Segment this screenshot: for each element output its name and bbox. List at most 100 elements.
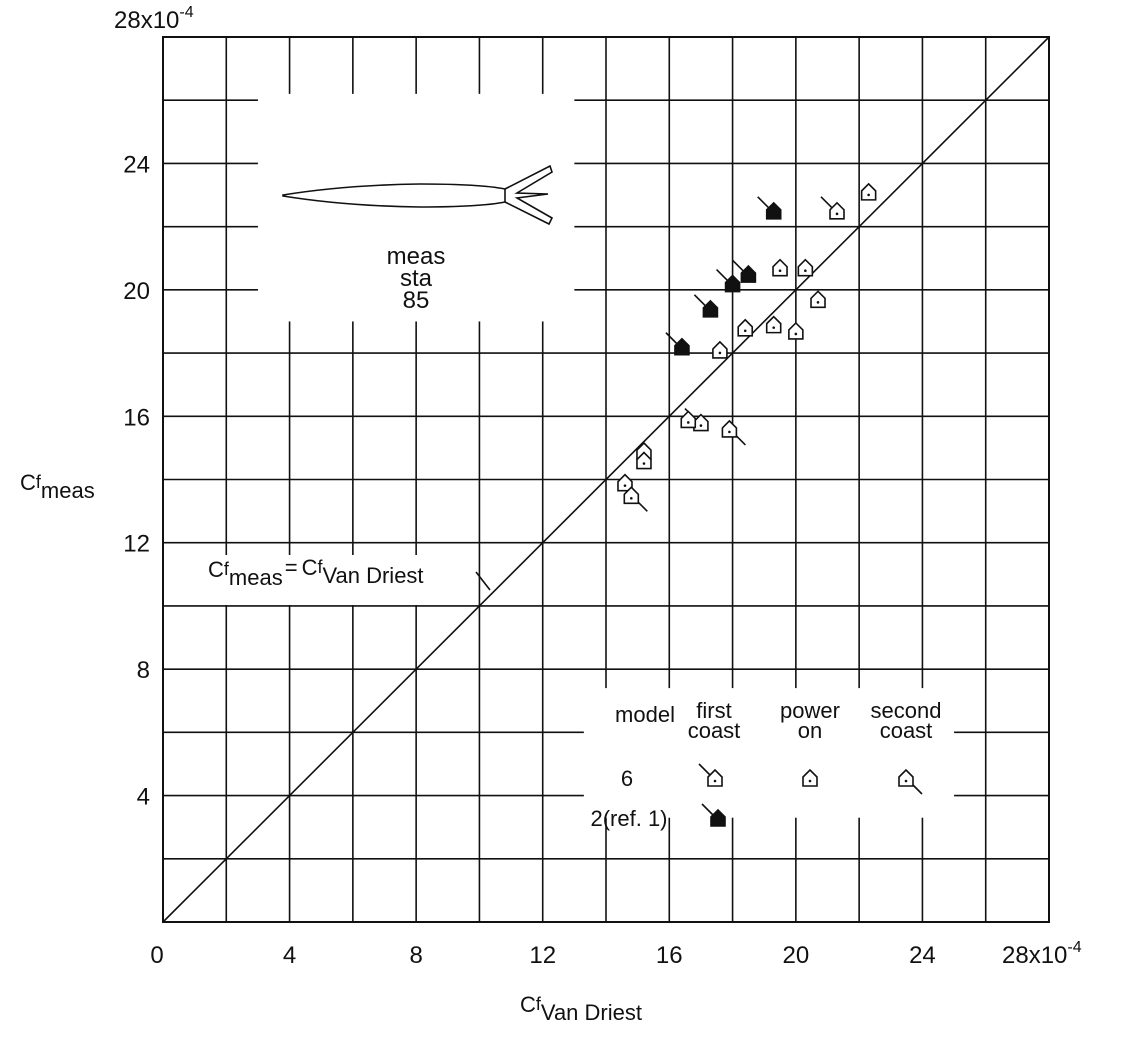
marker-shape xyxy=(860,182,877,201)
y-tick-label: 20 xyxy=(123,278,150,305)
marker-flag xyxy=(731,259,745,273)
x-tick-label: 4 xyxy=(283,942,296,969)
x-tick-label: 0 xyxy=(150,942,163,969)
marker-dot xyxy=(835,212,839,216)
marker-shape xyxy=(788,321,804,340)
marker-dot xyxy=(743,329,747,333)
marker-dot xyxy=(686,421,690,424)
marker-shape xyxy=(674,337,690,356)
y-tick-labels: 4 8 12 16 20 24 xyxy=(123,151,150,810)
data-point xyxy=(716,268,741,293)
legend-marker-6-power-on xyxy=(802,768,818,787)
inset-label-line: 85 xyxy=(403,287,430,314)
marker-dot xyxy=(642,462,646,465)
data-point xyxy=(737,318,754,337)
y-tick-label: 24 xyxy=(123,151,150,178)
data-point xyxy=(860,182,877,201)
marker-shape xyxy=(829,201,845,220)
marker-flag xyxy=(693,294,707,308)
data-point xyxy=(665,332,690,356)
marker-shape xyxy=(810,290,826,309)
x-scale-label: 28x10-4 xyxy=(1002,939,1082,969)
data-point xyxy=(680,410,697,429)
inset-label-line: meas xyxy=(387,243,446,270)
legend-header: first xyxy=(696,698,731,723)
marker-shape xyxy=(737,318,754,337)
marker-dot xyxy=(804,269,807,273)
marker-dot xyxy=(808,779,812,783)
reference-line-label-background xyxy=(204,555,470,605)
marker-shape xyxy=(740,264,757,283)
x-tick-label: 8 xyxy=(409,942,422,969)
data-point xyxy=(721,419,746,446)
marker-dot xyxy=(623,484,627,487)
marker-flag xyxy=(757,196,771,210)
data-point xyxy=(712,340,728,359)
marker-shape xyxy=(765,315,782,334)
marker-dot xyxy=(794,332,798,336)
y-scale-label: 28x10-4 xyxy=(114,4,194,34)
marker-shape xyxy=(772,258,788,277)
data-point xyxy=(765,315,782,334)
legend-header: model xyxy=(615,702,675,727)
legend-header: coast xyxy=(688,718,741,743)
marker-dot xyxy=(904,779,908,783)
data-point xyxy=(731,259,757,283)
legend-marker-2-first-coast xyxy=(701,803,726,827)
data-point xyxy=(810,290,826,309)
marker-shape xyxy=(724,274,741,293)
legend-marker-6-first-coast xyxy=(698,763,723,787)
marker-dot xyxy=(867,193,870,197)
legend: model firstcoastpoweronsecondcoast62(ref.… xyxy=(590,698,941,831)
marker-shape xyxy=(898,768,914,787)
marker-dot xyxy=(713,779,717,783)
marker-flag xyxy=(665,332,679,346)
reference-line xyxy=(162,36,1050,923)
x-axis-label: CfVan Driest xyxy=(520,992,642,1025)
marker-shape xyxy=(765,201,782,220)
x-tick-label: 12 xyxy=(529,942,556,969)
marker-dot xyxy=(816,301,820,304)
legend-row-label: 2(ref. 1) xyxy=(590,806,667,831)
legend-background xyxy=(583,688,955,818)
reference-line-leader xyxy=(475,571,491,591)
marker-flag xyxy=(701,803,715,817)
data-point xyxy=(693,294,719,318)
x-tick-labels: 0 4 8 12 16 20 24 xyxy=(150,942,935,969)
y-axis-label: Cfmeas xyxy=(20,470,95,503)
marker-shape xyxy=(710,808,726,827)
x-tick-label: 24 xyxy=(909,942,936,969)
marker-flag xyxy=(820,196,834,210)
x-tick-label: 20 xyxy=(783,942,810,969)
marker-flag xyxy=(716,268,730,283)
marker-shape xyxy=(707,768,723,787)
marker-dot xyxy=(630,497,633,500)
legend-row-label: 6 xyxy=(621,766,633,791)
marker-shape xyxy=(702,299,719,318)
inset-label-line: sta xyxy=(400,265,433,292)
data-point xyxy=(772,258,788,277)
data-markers xyxy=(617,182,877,512)
data-point xyxy=(623,486,648,512)
data-point xyxy=(797,258,814,277)
data-point xyxy=(757,196,782,220)
y-tick-label: 8 xyxy=(137,657,150,684)
marker-dot xyxy=(728,430,731,434)
legend-header: coast xyxy=(880,718,933,743)
legend-header: on xyxy=(798,718,822,743)
marker-dot xyxy=(699,424,703,427)
plot-frame xyxy=(162,36,1050,923)
legend-header: second xyxy=(871,698,942,723)
marker-dot xyxy=(772,326,776,329)
rocket-icon xyxy=(282,164,554,226)
y-tick-label: 16 xyxy=(123,404,150,431)
y-tick-label: 12 xyxy=(123,531,150,558)
marker-shape xyxy=(623,486,640,505)
reference-line-label: Cfmeas= CfVan Driest xyxy=(208,555,424,590)
marker-shape xyxy=(712,340,728,359)
marker-dot xyxy=(778,269,782,273)
marker-shape xyxy=(802,768,818,787)
y-tick-label: 4 xyxy=(137,784,150,811)
